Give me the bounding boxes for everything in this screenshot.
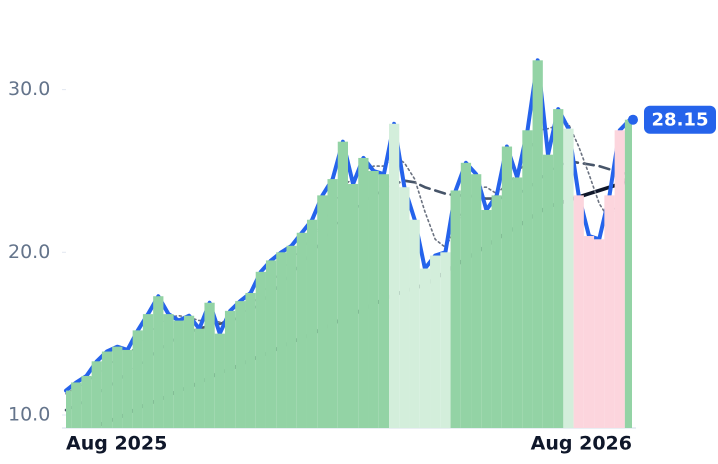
zone-column — [142, 314, 154, 428]
zone-column — [122, 349, 133, 428]
zone-column — [399, 187, 410, 428]
zone-column — [532, 60, 543, 428]
zone-column — [522, 130, 533, 428]
zone-column — [481, 209, 492, 428]
zone-column — [491, 195, 502, 428]
zone-column — [389, 123, 400, 429]
zone-column — [214, 333, 225, 428]
y-tick-label: 30.0 — [8, 78, 50, 100]
last-value-badge — [644, 105, 716, 134]
zone-column — [563, 128, 574, 428]
zone-column — [163, 314, 174, 428]
zone-column — [66, 390, 72, 428]
zone-column — [614, 130, 625, 428]
zone-column — [368, 170, 379, 428]
zone-column — [450, 190, 461, 428]
zone-column — [224, 310, 236, 428]
zone-column — [337, 141, 348, 428]
zone-column — [419, 268, 431, 428]
zone-column — [245, 292, 256, 428]
zone-column — [91, 361, 102, 428]
y-tick-label: 10.0 — [8, 403, 50, 425]
last-value-label: 28.15 — [652, 110, 709, 131]
zone-column — [112, 346, 123, 428]
zone-column — [132, 330, 143, 428]
zone-column — [378, 174, 390, 428]
zone-column — [409, 219, 420, 428]
zone-column — [173, 320, 184, 428]
zone-column — [501, 146, 513, 428]
zone-column — [460, 162, 472, 428]
zone-column — [542, 154, 554, 428]
zone-column — [317, 195, 328, 428]
zone-column — [265, 260, 277, 428]
zone-column — [235, 301, 246, 428]
zone-column — [583, 236, 595, 428]
zone-column — [594, 239, 605, 428]
zone-column — [573, 195, 584, 428]
zone-column — [604, 195, 615, 428]
zone-column — [286, 245, 297, 428]
zone-column — [553, 109, 564, 429]
x-tick-label: Aug 2026 — [531, 433, 632, 455]
last-point — [628, 114, 638, 125]
zone-column — [71, 382, 82, 428]
zone-column — [512, 177, 523, 428]
zone-column — [204, 302, 215, 428]
zone-column — [194, 328, 205, 428]
y-tick-label: 20.0 — [8, 241, 50, 263]
zone-column — [471, 174, 482, 428]
zone-column — [81, 375, 92, 428]
x-tick-label: Aug 2025 — [66, 433, 167, 455]
zone-column — [327, 179, 338, 428]
zone-column — [183, 315, 195, 428]
zone-column — [153, 296, 164, 428]
zone-column — [296, 232, 307, 428]
zone-column — [101, 351, 113, 428]
zone-column — [255, 271, 266, 428]
zone-column — [348, 183, 359, 428]
zone-column — [306, 219, 318, 428]
zone-column — [276, 252, 287, 428]
zone-column — [440, 252, 451, 428]
zone-column — [430, 255, 441, 428]
zone-column — [624, 119, 632, 429]
zone-column — [358, 157, 369, 428]
